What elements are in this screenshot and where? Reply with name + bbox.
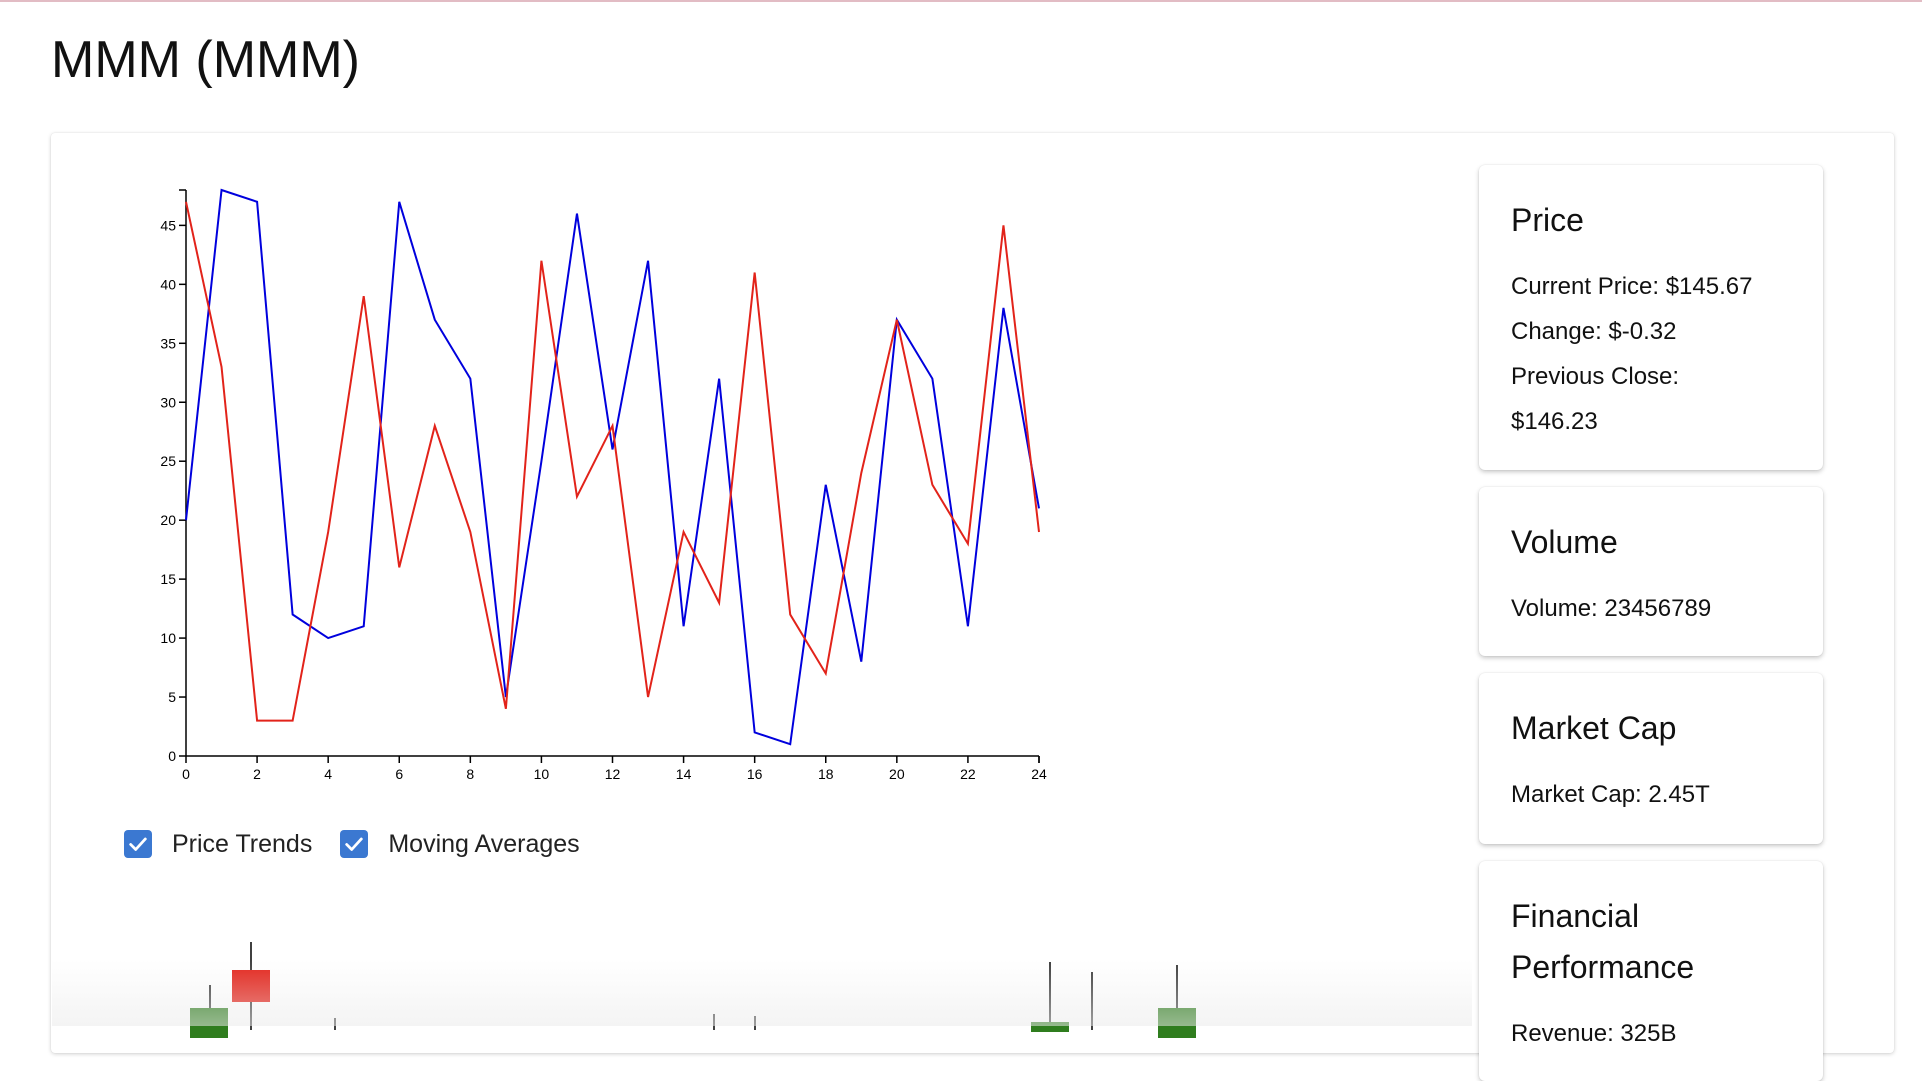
y-tick-label: 45 [160,217,176,233]
candle-up [190,1008,228,1038]
y-tick-label: 35 [160,335,176,351]
check-icon [345,837,364,851]
check-icon [129,837,147,851]
revenue-value: Revenue: 325B [1511,1020,1677,1047]
market-cap-card: Market Cap Market Cap: 2.45T [1479,673,1823,844]
volume-card-title: Volume [1511,524,1618,560]
x-tick-label: 6 [395,766,403,782]
financial-performance-card: Financial Performance Revenue: 325B [1479,861,1823,1081]
moving-averages-checkbox[interactable] [340,830,369,858]
previous-close-label: Previous Close: [1511,363,1680,390]
x-tick-label: 0 [182,766,190,782]
y-tick-label: 10 [160,630,176,646]
page-title: MMM (MMM) [51,31,360,89]
series-line-1 [185,188,1040,746]
previous-close-value: $146.23 [1511,408,1598,435]
series-line-2 [185,201,1040,722]
x-tick-label: 24 [1031,766,1047,782]
candle-up [1031,1022,1069,1032]
y-tick-label: 15 [160,571,176,587]
y-tick-label: 30 [160,394,176,410]
x-tick-label: 4 [324,766,332,782]
top-border [0,0,1922,2]
x-tick-label: 14 [676,766,692,782]
volume-value: Volume: 23456789 [1511,595,1712,622]
x-tick-label: 22 [960,766,976,782]
financial-card-title: Financial Performance [1511,891,1791,993]
x-tick-label: 18 [818,766,834,782]
candle-up [1158,1008,1196,1038]
current-price: Current Price: $145.67 [1511,273,1753,300]
y-tick-label: 25 [160,453,176,469]
price-card-title: Price [1511,202,1584,238]
price-card: Price Current Price: $145.67 Change: $-0… [1479,165,1823,470]
x-tick-label: 8 [466,766,474,782]
legend-item-moving-averages[interactable]: Moving Averages [340,829,580,859]
financial-title-line1: Financial [1511,898,1640,934]
y-tick-label: 5 [168,689,176,705]
financial-title-line2: Performance [1511,949,1695,985]
legend-item-price-trends[interactable]: Price Trends [124,830,312,859]
candlestick-chart [190,942,1196,1038]
market-cap-card-title: Market Cap [1511,710,1677,746]
x-tick-label: 12 [605,766,621,782]
x-tick-label: 20 [889,766,905,782]
candle-down [232,970,270,1002]
chart-legend: Price Trends Moving Averages [124,826,608,862]
market-cap-value: Market Cap: 2.45T [1511,781,1710,808]
price-change: Change: $-0.32 [1511,318,1677,345]
y-tick-label: 0 [168,748,176,764]
x-tick-label: 2 [253,766,261,782]
price-trends-label: Price Trends [172,829,313,858]
y-tick-label: 20 [160,512,176,528]
moving-averages-label: Moving Averages [388,829,580,858]
x-tick-label: 10 [534,766,550,782]
volume-card: Volume Volume: 23456789 [1479,487,1823,656]
price-trends-checkbox[interactable] [124,830,152,858]
y-tick-label: 40 [160,276,176,292]
x-tick-label: 16 [747,766,763,782]
